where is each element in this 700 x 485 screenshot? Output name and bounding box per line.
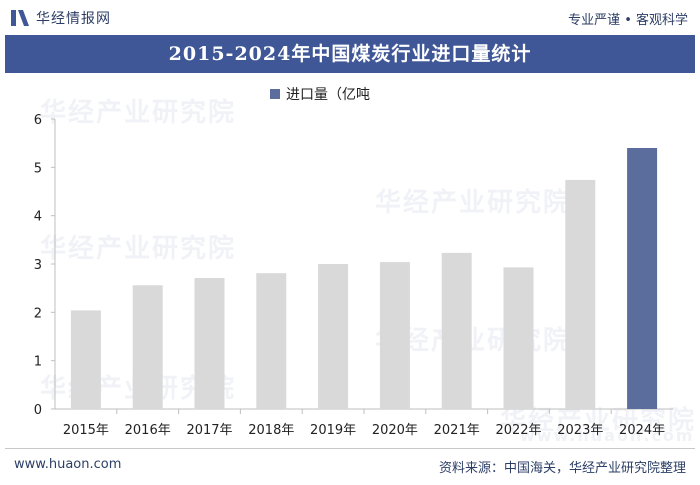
x-tick-label: 2016年 — [125, 423, 171, 438]
y-tick-label: 1 — [34, 355, 42, 370]
x-tick-label: 2023年 — [557, 423, 603, 438]
logo-icon — [11, 10, 29, 26]
bar — [441, 252, 472, 409]
logo: 华经情报网 — [10, 8, 111, 28]
logo-text: 华经情报网 — [36, 11, 111, 27]
bar — [256, 273, 287, 409]
x-tick-label: 2015年 — [63, 423, 109, 438]
footer-url: www.huaon.com — [14, 457, 122, 472]
x-tick-label: 2020年 — [372, 423, 418, 438]
bar — [379, 262, 410, 409]
y-tick-label: 6 — [34, 113, 42, 128]
x-tick-label: 2017年 — [186, 423, 232, 438]
title-bar: 2015-2024年中国煤炭行业进口量统计 — [5, 35, 695, 73]
x-tick-label: 2018年 — [248, 423, 294, 438]
legend: 进口量（亿吨 — [270, 84, 370, 104]
legend-label: 进口量（亿吨 — [286, 87, 370, 103]
x-tick-label: 2022年 — [495, 423, 541, 438]
footer-source: 资料来源：中国海关，华经产业研究院整理 — [438, 461, 686, 476]
x-tick-label: 2019年 — [310, 423, 356, 438]
bar — [503, 267, 534, 409]
y-tick-label: 5 — [34, 161, 42, 176]
legend-swatch — [270, 89, 280, 99]
y-tick-label: 2 — [34, 306, 42, 321]
top-bar: 华经情报网 专业严谨 • 客观科学 — [0, 0, 700, 34]
bar — [132, 285, 163, 409]
y-tick-label: 3 — [34, 258, 42, 273]
bar — [318, 264, 349, 409]
footer-divider — [5, 448, 695, 449]
slogan: 专业严谨 • 客观科学 — [568, 13, 688, 28]
bar — [194, 278, 225, 409]
chart-title: 2015-2024年中国煤炭行业进口量统计 — [168, 43, 532, 65]
bar — [565, 179, 596, 409]
x-tick-label: 2024年 — [619, 423, 665, 438]
y-tick-label: 0 — [34, 403, 42, 418]
bar — [627, 148, 658, 409]
bar — [70, 310, 101, 409]
x-tick-label: 2021年 — [434, 423, 480, 438]
y-tick-label: 4 — [34, 210, 42, 225]
